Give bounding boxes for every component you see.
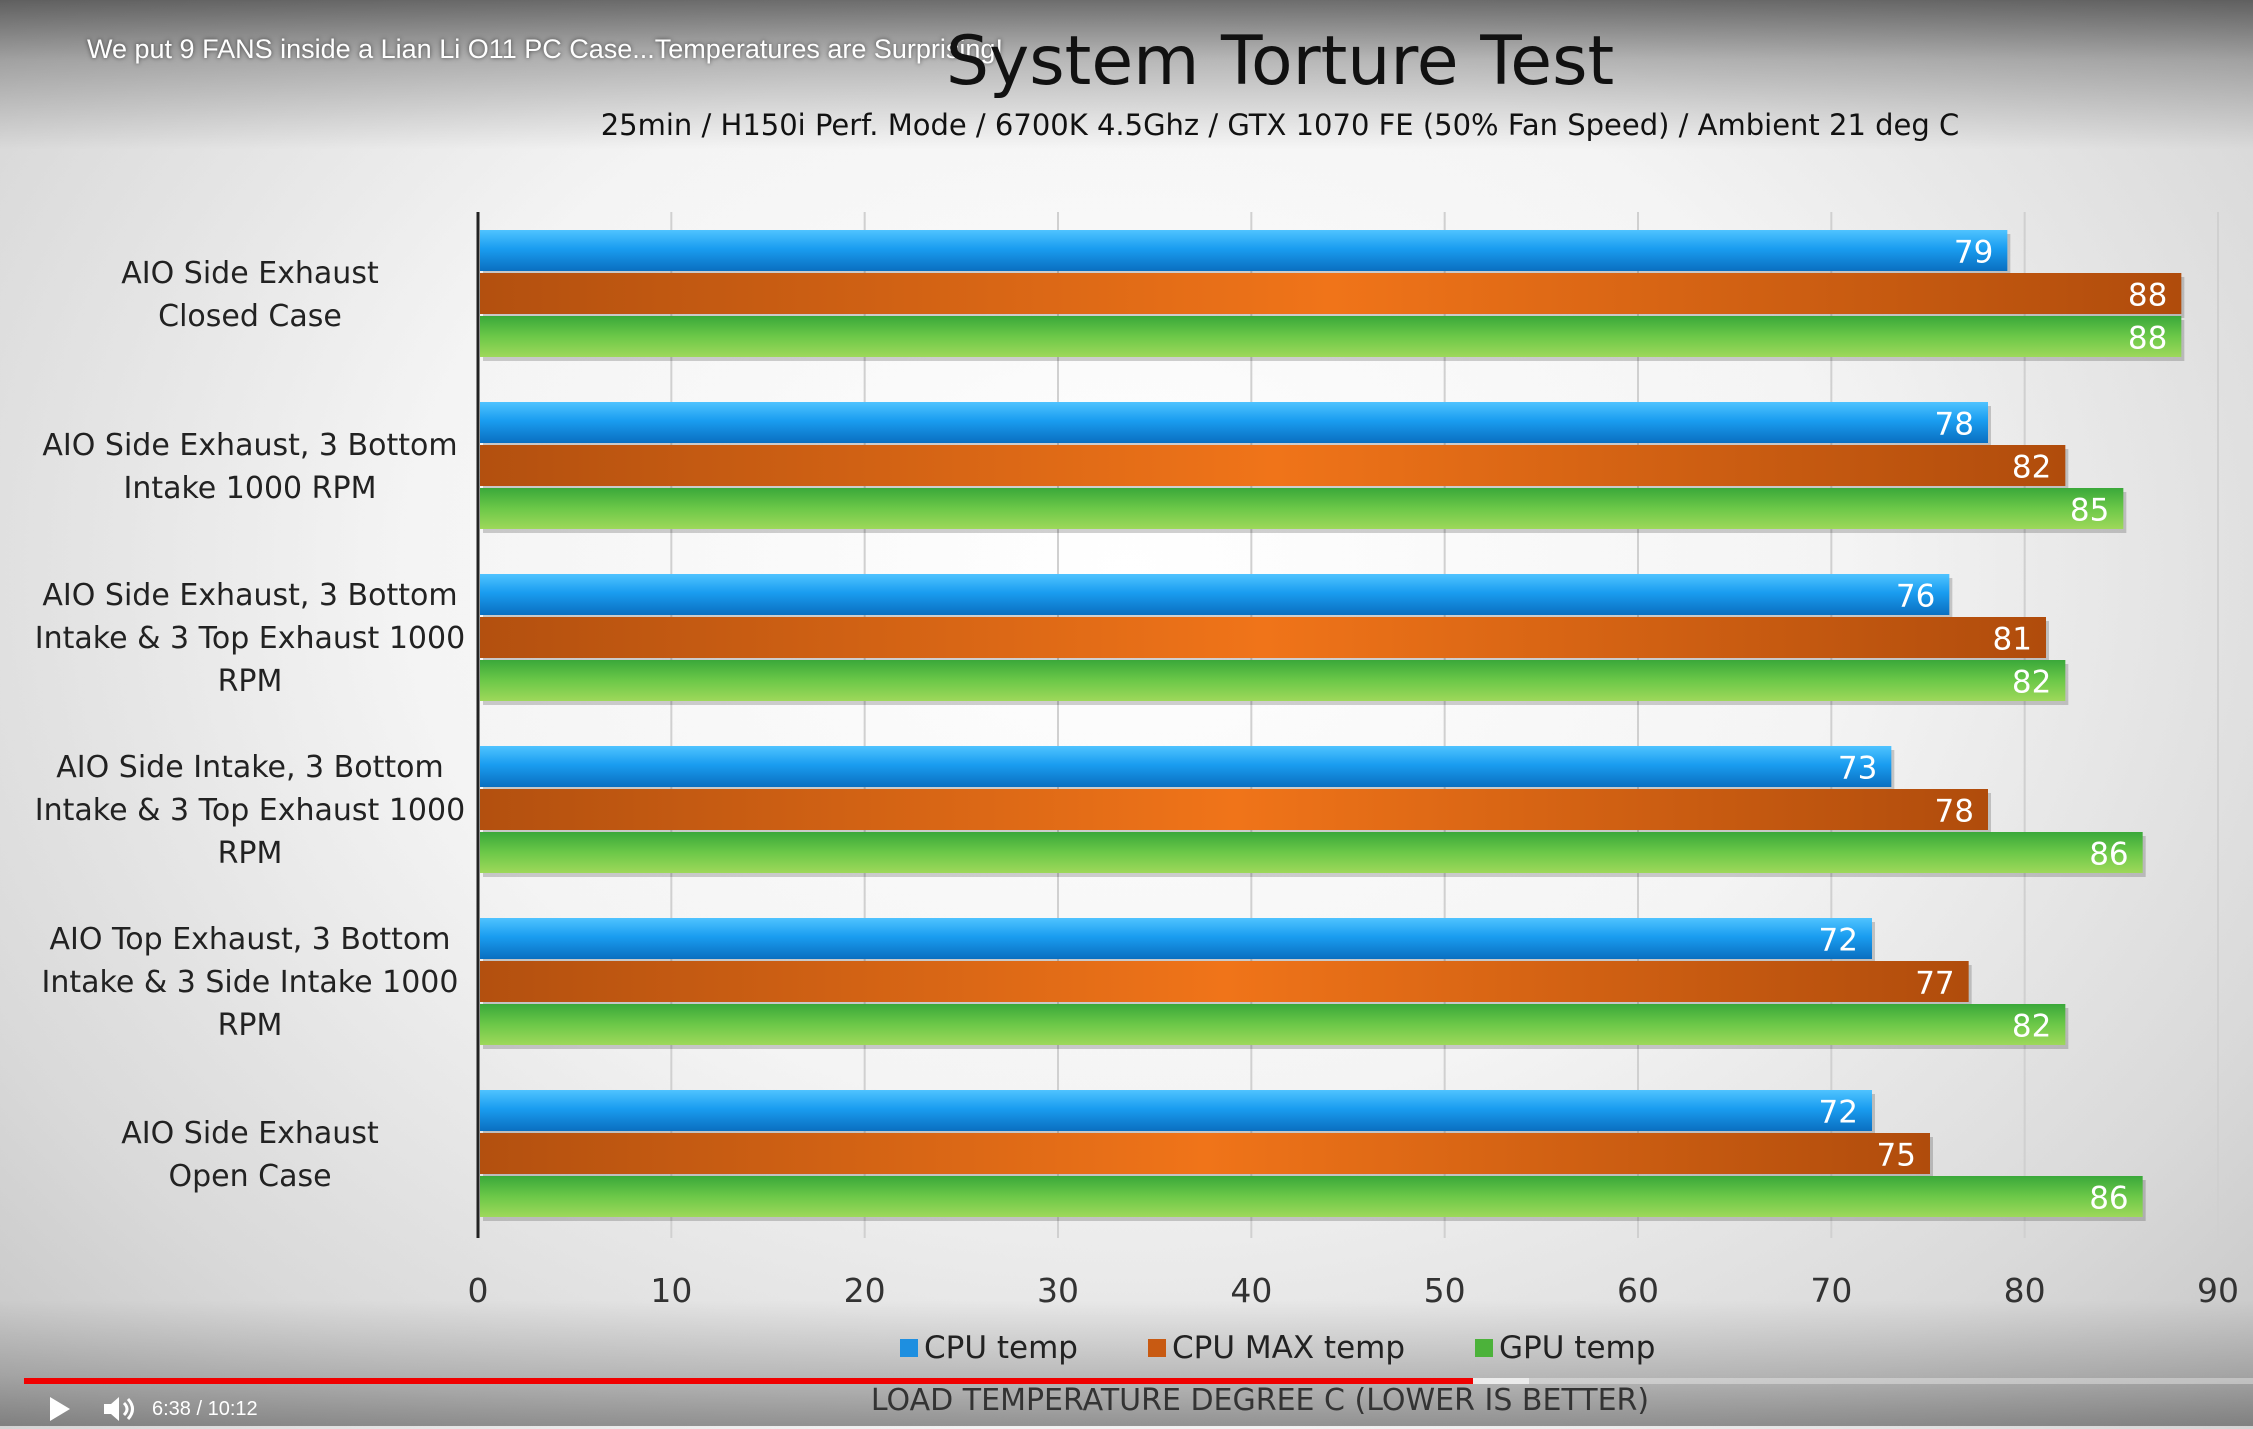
- bar-value-label: 73: [1838, 751, 1877, 787]
- category-label: AIO Side Intake, 3 Bottom Intake & 3 Top …: [20, 746, 480, 875]
- bar: [480, 574, 1950, 615]
- category-label: AIO Top Exhaust, 3 Bottom Intake & 3 Side…: [20, 918, 480, 1047]
- category-label-line: Intake 1000 RPM: [123, 470, 377, 506]
- volume-icon: [104, 1397, 134, 1421]
- bar-value-label: 72: [1819, 1095, 1858, 1131]
- category-label-line: Intake & 3 Top Exhaust 1000: [34, 793, 466, 828]
- bar-value-label: 86: [2089, 1181, 2128, 1217]
- category-label-line: AIO Top Exhaust, 3 Bottom: [49, 922, 451, 957]
- bar-value-label: 78: [1935, 794, 1974, 830]
- bar-value-label: 78: [1935, 407, 1974, 443]
- category-label-line: Intake & 3 Top Exhaust 1000: [34, 621, 466, 656]
- bar: [480, 1176, 2143, 1217]
- category-label-line: AIO Side Intake, 3 Bottom: [56, 750, 444, 785]
- bar-value-label: 76: [1896, 579, 1935, 615]
- bar-value-label: 82: [2012, 450, 2051, 486]
- bar-value-label: 88: [2128, 321, 2167, 357]
- bar: [480, 1090, 1872, 1131]
- bar: [480, 1133, 1930, 1174]
- x-tick-label: 90: [2197, 1271, 2239, 1310]
- legend-item: CPU temp: [900, 1330, 1078, 1366]
- x-tick-label: 30: [1037, 1271, 1079, 1310]
- category-label-line: AIO Side Exhaust, 3 Bottom: [42, 427, 458, 463]
- bar: [480, 316, 2182, 357]
- bar-value-label: 86: [2089, 837, 2128, 873]
- category-label-line: RPM: [217, 836, 283, 871]
- chart-subtitle: 25min / H150i Perf. Mode / 6700K 4.5Ghz …: [600, 108, 1960, 142]
- legend-item: GPU temp: [1475, 1330, 1655, 1366]
- video-title[interactable]: We put 9 FANS inside a Lian Li O11 PC Ca…: [87, 34, 1003, 64]
- bar: [480, 273, 2182, 314]
- legend: CPU temp CPU MAX temp GPU temp: [900, 1330, 1655, 1366]
- category-label-line: Intake & 3 Side Intake 1000: [41, 965, 459, 1000]
- x-tick-label: 60: [1617, 1271, 1659, 1310]
- bar: [480, 746, 1892, 787]
- bar: [480, 660, 2066, 701]
- current-time: 6:38: [152, 1398, 191, 1420]
- axes: 0 10 20 30 40 50 60 70 80 90: [468, 212, 2239, 1310]
- x-tick-label: 0: [468, 1271, 489, 1310]
- bar-value-label: 85: [2070, 493, 2109, 529]
- time-separator: /: [196, 1398, 203, 1420]
- x-tick-label: 10: [650, 1271, 692, 1310]
- category-label: AIO Side Exhaust Open Case: [20, 1112, 480, 1198]
- category-label: AIO Side Exhaust, 3 Bottom Intake 1000 RP…: [20, 424, 480, 510]
- time-display: 6:38 / 10:12: [152, 1398, 258, 1421]
- legend-swatch: [900, 1339, 918, 1357]
- bar-value-label: 81: [1993, 622, 2032, 658]
- x-tick-label: 50: [1424, 1271, 1466, 1310]
- grid-lines: [670, 212, 2219, 1238]
- x-axis-title: LOAD TEMPERATURE DEGREE C (LOWER IS BETT…: [870, 1383, 1650, 1418]
- bar: [480, 789, 1988, 830]
- legend-swatch: [1148, 1339, 1166, 1357]
- bar: [480, 230, 2008, 271]
- play-icon: [50, 1397, 70, 1421]
- bar: [480, 445, 2066, 486]
- category-label-line: Open Case: [168, 1158, 332, 1194]
- x-tick-label: 40: [1230, 1271, 1272, 1310]
- legend-label: CPU MAX temp: [1172, 1330, 1406, 1366]
- bar: [480, 617, 2046, 658]
- legend-label: GPU temp: [1499, 1330, 1656, 1366]
- category-label-line: RPM: [217, 664, 283, 699]
- category-label-line: Closed Case: [158, 298, 342, 334]
- volume-button[interactable]: [100, 1393, 140, 1425]
- bar: [480, 488, 2124, 529]
- bar-value-label: 79: [1954, 235, 1993, 271]
- bar-value-label: 82: [2012, 665, 2051, 701]
- legend-label: CPU temp: [924, 1330, 1078, 1366]
- category-label: AIO Side Exhaust, 3 Bottom Intake & 3 Top…: [20, 574, 480, 703]
- category-label-line: AIO Side Exhaust, 3 Bottom: [42, 578, 458, 613]
- bar: [480, 1004, 2066, 1045]
- video-progress-bar[interactable]: [24, 1378, 2253, 1384]
- legend-swatch: [1475, 1339, 1494, 1357]
- top-video-shade: [0, 0, 2253, 150]
- bar: [480, 832, 2143, 873]
- bar-value-label: 82: [2012, 1009, 2051, 1045]
- bar-value-label: 75: [1877, 1138, 1916, 1174]
- category-label: AIO Side Exhaust Closed Case: [20, 252, 480, 338]
- category-label-line: AIO Side Exhaust: [121, 255, 379, 291]
- duration: 10:12: [207, 1398, 258, 1420]
- legend-item: CPU MAX temp: [1148, 1330, 1405, 1366]
- bar: [480, 961, 1969, 1002]
- x-tick-label: 20: [844, 1271, 886, 1310]
- bottom-video-shade: [0, 1300, 2253, 1426]
- x-tick-label: 80: [2004, 1271, 2046, 1310]
- chart-title: System Torture Test: [945, 22, 1615, 101]
- category-label-line: RPM: [217, 1008, 283, 1043]
- x-tick-label: 70: [1810, 1271, 1852, 1310]
- bar-value-label: 72: [1819, 923, 1858, 959]
- progress-played: [24, 1378, 1473, 1384]
- category-label-line: AIO Side Exhaust: [121, 1115, 379, 1151]
- bar-value-label: 88: [2128, 278, 2167, 314]
- bar: [480, 918, 1872, 959]
- bar-value-label: 77: [1915, 966, 1954, 1002]
- bars: 79 88 88 78 82 85 76 81 82 73 78 86 72 77 82 72 75 86: [480, 230, 2185, 1221]
- play-button[interactable]: [44, 1393, 74, 1425]
- bar: [480, 402, 1988, 443]
